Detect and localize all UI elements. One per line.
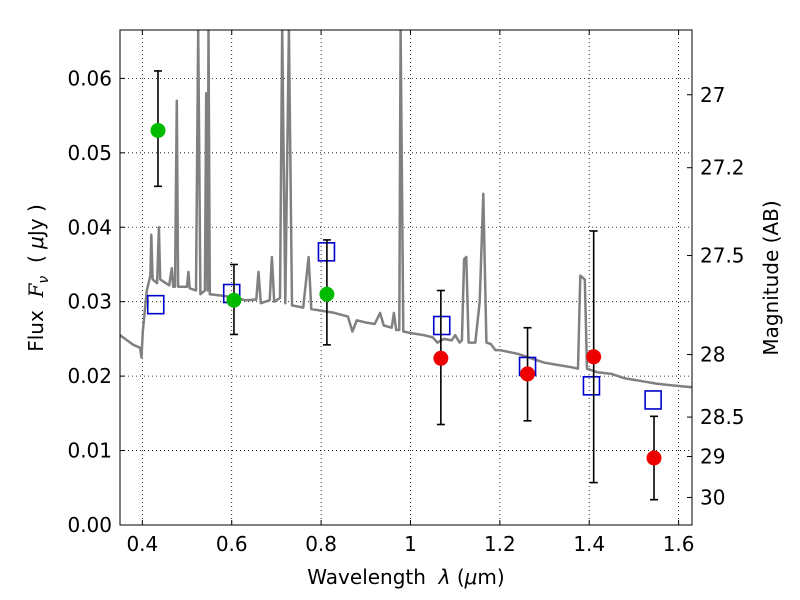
model-box-marker <box>582 376 601 396</box>
x-tick-label: 0.8 <box>305 532 337 556</box>
y-axis-label-symbol: F <box>24 282 48 298</box>
model-spectrum-line <box>120 30 692 389</box>
y-axis-label-unit-prefix: μ <box>24 236 48 250</box>
x-axis-label-text: Wavelength <box>307 565 438 589</box>
x-tick-label: 0.6 <box>216 532 248 556</box>
x-axis-label-paren: ( <box>451 565 465 589</box>
y-tick-label: 0.00 <box>67 513 112 537</box>
y-axis-label-paren: ( <box>24 249 48 276</box>
y-tick-label: 0.02 <box>67 364 112 388</box>
model-box-marker <box>644 390 662 410</box>
x-tick-label: 1.4 <box>573 532 605 556</box>
green-data-point <box>226 292 242 308</box>
x-axis-label-unit: m) <box>477 565 504 589</box>
y-tick-label: 0.04 <box>67 215 112 239</box>
red-data-point <box>586 349 602 365</box>
y-tick-label: 0.05 <box>67 141 112 165</box>
y-axis-label-subscript: ν <box>36 276 52 284</box>
x-tick-label: 1.6 <box>663 532 695 556</box>
red-data-point <box>646 450 662 466</box>
y2-tick-label: 30 <box>700 485 725 509</box>
model-box-marker <box>432 315 451 336</box>
y-axis-label-text: Flux <box>24 297 48 351</box>
y2-tick-label: 27 <box>700 83 725 107</box>
axes: 0.4 0.6 0.8 1 1.2 1.4 1.6 0.00 0.01 0.02 0.03 0.04 0… <box>67 30 745 556</box>
plot-area <box>120 30 692 501</box>
y-tick-label: 0.03 <box>67 290 112 314</box>
x-axis-label-symbol: λ <box>438 565 451 589</box>
y-axis-label: Flux Fν ( μJy ) <box>24 204 52 352</box>
y-tick-label: 0.06 <box>67 66 112 90</box>
x-tick-label: 1.2 <box>484 532 516 556</box>
y2-tick-label: 29 <box>700 445 725 469</box>
plot-frame <box>119 29 693 526</box>
x-axis-label-unit-prefix: μ <box>464 565 478 589</box>
model-box-marker <box>146 294 165 315</box>
y-axis-label-unit: Jy ) <box>24 204 48 238</box>
x-axis-label: Wavelength λ (μm) <box>307 565 504 589</box>
y2-tick-label: 28.5 <box>700 405 745 429</box>
y-tick-label: 0.01 <box>67 439 112 463</box>
y2-tick-label: 28 <box>700 343 725 367</box>
red-data-point <box>520 366 536 382</box>
y2-tick-label: 27.5 <box>700 244 745 268</box>
y2-tick-label: 27.2 <box>700 156 745 180</box>
x-tick-label: 0.4 <box>126 532 158 556</box>
x-tick-label: 1 <box>404 532 417 556</box>
green-data-point <box>150 122 166 138</box>
y2-axis-label: Magnitude (AB) <box>759 200 783 355</box>
red-data-point <box>433 350 449 366</box>
green-data-point <box>319 286 335 302</box>
